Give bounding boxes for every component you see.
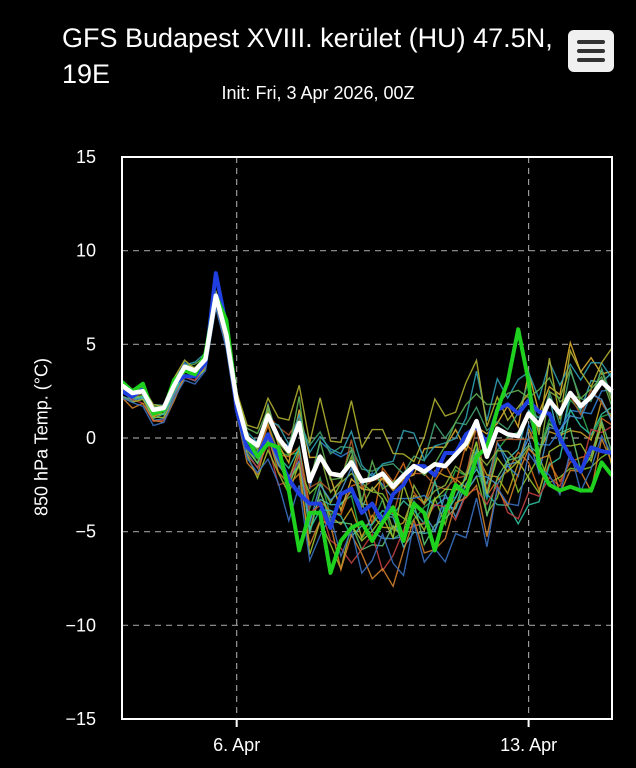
y-tick-label: 15 [76,147,96,167]
grid-lines [122,157,612,719]
y-tick-label: 5 [86,334,96,354]
x-tick-labels: 6. Apr 13. Apr [213,719,557,755]
ensemble-member-line [121,303,613,589]
y-tick-label: 0 [86,428,96,448]
x-tick-label: 6. Apr [213,735,260,755]
ensemble-member-line [121,306,613,572]
y-tick-label: −15 [65,709,96,729]
ensemble-member-line [121,307,613,578]
y-tick-label: 10 [76,241,96,261]
ensemble-member-line [121,294,613,508]
hamburger-menu-icon[interactable] [568,30,614,72]
ensemble-mean-line [120,293,614,489]
plot-frame [121,156,613,720]
y-tick-labels: 15 10 5 0 −5 −10 −15 [65,147,96,729]
y-tick-label: −5 [75,522,96,542]
ensemble-member-line [121,290,613,513]
chart-title: GFS Budapest XVIII. kerület (HU) 47.5N, … [62,23,553,89]
ensemble-members [121,290,613,589]
highlighted-series [120,271,614,575]
y-tick-label: −10 [65,615,96,635]
chart-subtitle: Init: Fri, 3 Apr 2026, 00Z [221,83,415,103]
x-tick-label: 13. Apr [500,735,557,755]
